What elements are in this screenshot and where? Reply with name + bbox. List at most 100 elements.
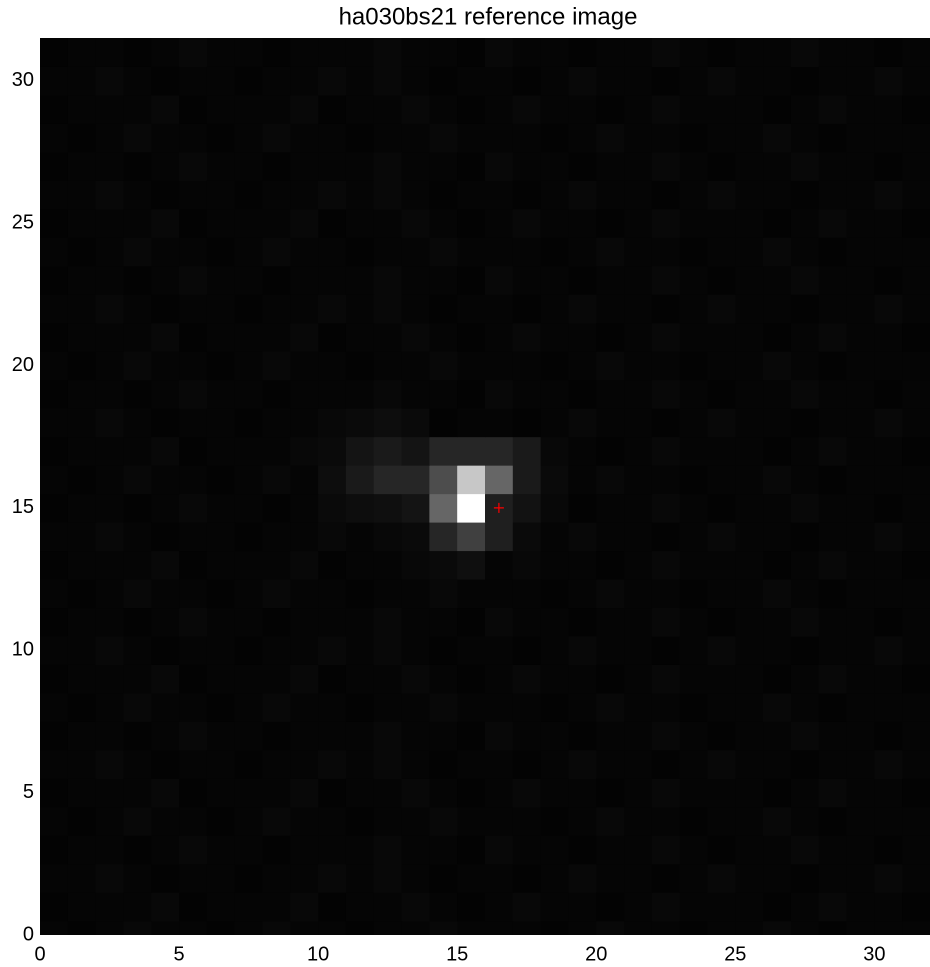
pixel bbox=[429, 38, 458, 67]
pixel bbox=[67, 436, 97, 466]
pixel bbox=[318, 465, 347, 495]
pixel bbox=[95, 692, 124, 722]
pixel bbox=[318, 579, 347, 609]
pixel bbox=[457, 208, 486, 238]
pixel bbox=[262, 151, 291, 181]
pixel bbox=[345, 721, 375, 751]
pixel bbox=[485, 892, 514, 922]
pixel bbox=[95, 66, 124, 96]
pixel bbox=[95, 920, 124, 935]
pixel bbox=[596, 863, 625, 893]
pixel bbox=[902, 208, 930, 238]
pixel bbox=[485, 94, 514, 124]
pixel bbox=[179, 522, 208, 552]
pixel bbox=[401, 351, 430, 381]
pixel bbox=[179, 835, 208, 865]
pixel bbox=[624, 38, 653, 67]
pixel bbox=[818, 208, 848, 238]
pixel bbox=[874, 692, 903, 722]
pixel bbox=[401, 892, 430, 922]
pixel bbox=[345, 237, 375, 267]
pixel bbox=[401, 522, 430, 552]
pixel bbox=[624, 664, 653, 694]
pixel bbox=[735, 294, 764, 324]
pixel bbox=[651, 66, 681, 96]
pixel bbox=[651, 465, 681, 495]
pixel bbox=[262, 322, 291, 352]
pixel bbox=[512, 636, 542, 665]
pixel bbox=[67, 38, 97, 67]
pixel bbox=[151, 892, 180, 922]
pixel bbox=[95, 436, 124, 466]
pixel bbox=[707, 863, 736, 893]
pixel bbox=[540, 806, 569, 836]
pixel bbox=[206, 436, 236, 466]
pixel bbox=[707, 351, 736, 381]
pixel bbox=[485, 863, 514, 893]
pixel bbox=[234, 806, 263, 836]
pixel bbox=[373, 38, 403, 67]
pixel bbox=[790, 351, 820, 381]
pixel bbox=[596, 692, 625, 722]
pixel bbox=[123, 806, 152, 836]
pixel bbox=[651, 721, 681, 751]
pixel bbox=[512, 294, 542, 324]
pixel bbox=[596, 920, 625, 935]
pixel bbox=[540, 863, 569, 893]
pixel bbox=[262, 265, 291, 295]
pixel bbox=[40, 749, 69, 779]
pixel bbox=[206, 294, 236, 324]
pixel bbox=[123, 151, 152, 181]
pixel bbox=[179, 550, 208, 580]
pixel bbox=[735, 493, 764, 523]
pixel bbox=[40, 351, 69, 381]
pixel bbox=[262, 835, 291, 865]
pixel bbox=[651, 550, 681, 580]
pixel bbox=[262, 408, 291, 438]
pixel bbox=[568, 294, 597, 324]
pixel bbox=[123, 749, 152, 779]
pixel bbox=[318, 265, 347, 295]
pixel bbox=[790, 721, 820, 751]
pixel bbox=[902, 749, 930, 779]
pixel bbox=[179, 351, 208, 381]
pixel bbox=[651, 607, 681, 637]
pixel bbox=[874, 208, 903, 238]
pixel bbox=[179, 664, 208, 694]
pixel bbox=[763, 579, 792, 609]
pixel bbox=[624, 94, 653, 124]
pixel bbox=[874, 493, 903, 523]
pixel bbox=[67, 721, 97, 751]
pixel bbox=[818, 322, 848, 352]
pixel bbox=[651, 379, 681, 409]
pixel bbox=[318, 351, 347, 381]
pixel bbox=[568, 920, 597, 935]
pixel bbox=[707, 664, 736, 694]
pixel bbox=[485, 38, 514, 67]
pixel bbox=[290, 180, 319, 210]
pixel bbox=[540, 379, 569, 409]
pixel bbox=[512, 778, 542, 808]
pixel bbox=[763, 237, 792, 267]
pixel bbox=[457, 863, 486, 893]
pixel bbox=[373, 636, 403, 665]
pixel bbox=[290, 237, 319, 267]
pixel bbox=[123, 237, 152, 267]
pixel bbox=[735, 579, 764, 609]
pixel bbox=[318, 180, 347, 210]
pixel bbox=[290, 835, 319, 865]
pixel bbox=[763, 322, 792, 352]
pixel bbox=[457, 322, 486, 352]
pixel bbox=[485, 351, 514, 381]
pixel bbox=[290, 38, 319, 67]
pixel bbox=[763, 607, 792, 637]
pixel bbox=[485, 123, 514, 153]
pixel bbox=[902, 38, 930, 67]
pixel bbox=[735, 550, 764, 580]
pixel bbox=[345, 351, 375, 381]
pixel bbox=[457, 522, 486, 552]
pixel bbox=[401, 322, 430, 352]
pixel bbox=[512, 379, 542, 409]
pixel bbox=[540, 123, 569, 153]
pixel bbox=[345, 379, 375, 409]
